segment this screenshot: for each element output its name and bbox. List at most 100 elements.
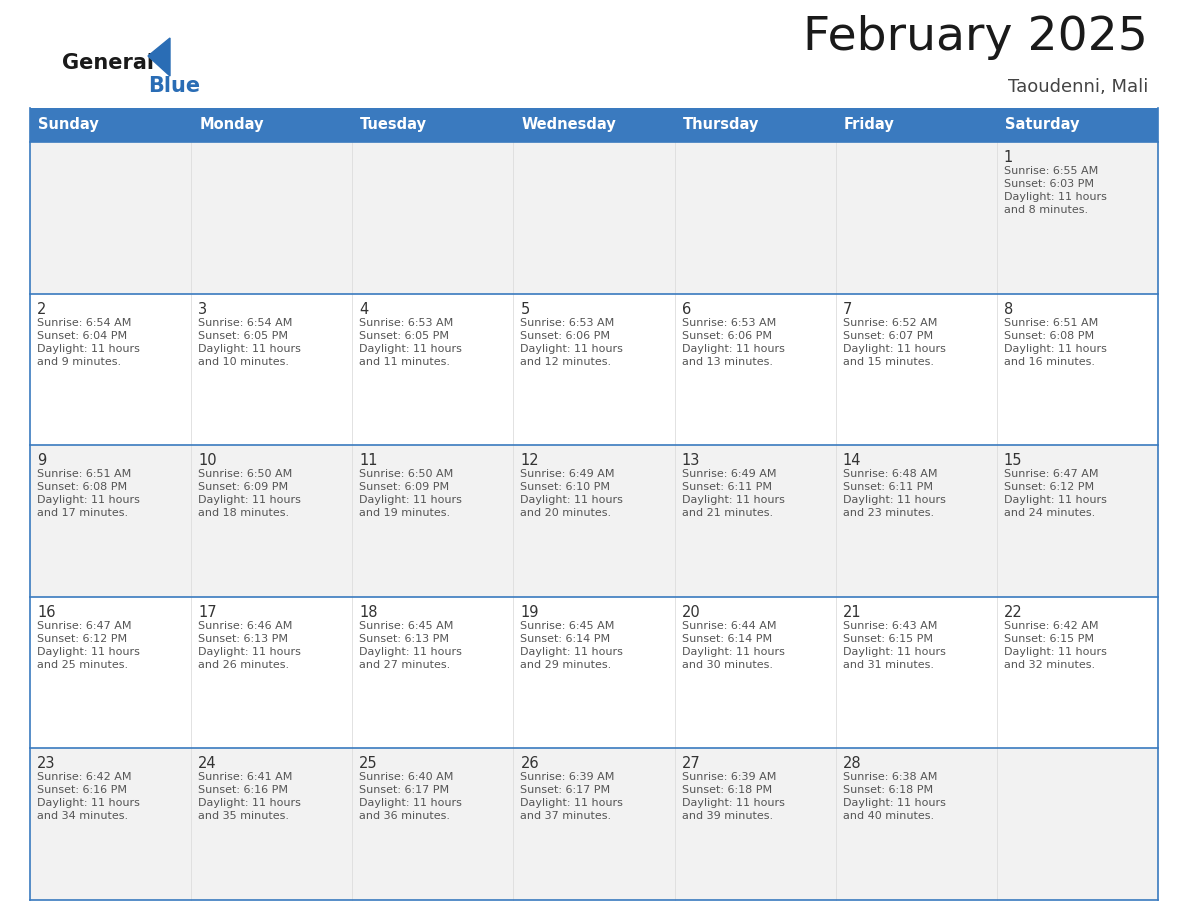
Text: Daylight: 11 hours: Daylight: 11 hours <box>842 495 946 505</box>
Text: Sunset: 6:17 PM: Sunset: 6:17 PM <box>520 786 611 795</box>
Text: 21: 21 <box>842 605 861 620</box>
Text: Sunrise: 6:54 AM: Sunrise: 6:54 AM <box>198 318 292 328</box>
Text: Blue: Blue <box>148 76 200 96</box>
Text: and 10 minutes.: and 10 minutes. <box>198 356 289 366</box>
Text: Sunrise: 6:51 AM: Sunrise: 6:51 AM <box>1004 318 1098 328</box>
Text: Sunset: 6:16 PM: Sunset: 6:16 PM <box>198 786 289 795</box>
Text: and 23 minutes.: and 23 minutes. <box>842 509 934 518</box>
Text: Daylight: 11 hours: Daylight: 11 hours <box>1004 192 1107 202</box>
Text: Daylight: 11 hours: Daylight: 11 hours <box>520 647 624 656</box>
Text: 19: 19 <box>520 605 539 620</box>
Text: Sunrise: 6:51 AM: Sunrise: 6:51 AM <box>37 469 131 479</box>
Text: Sunset: 6:09 PM: Sunset: 6:09 PM <box>359 482 449 492</box>
Text: Daylight: 11 hours: Daylight: 11 hours <box>37 647 140 656</box>
Text: Sunrise: 6:47 AM: Sunrise: 6:47 AM <box>1004 469 1099 479</box>
Text: Daylight: 11 hours: Daylight: 11 hours <box>520 495 624 505</box>
Text: Daylight: 11 hours: Daylight: 11 hours <box>198 647 301 656</box>
Text: Sunrise: 6:54 AM: Sunrise: 6:54 AM <box>37 318 132 328</box>
Text: Sunrise: 6:40 AM: Sunrise: 6:40 AM <box>359 772 454 782</box>
Text: Daylight: 11 hours: Daylight: 11 hours <box>842 799 946 809</box>
Text: Sunrise: 6:53 AM: Sunrise: 6:53 AM <box>682 318 776 328</box>
Text: 23: 23 <box>37 756 56 771</box>
Text: Daylight: 11 hours: Daylight: 11 hours <box>37 343 140 353</box>
Text: 28: 28 <box>842 756 861 771</box>
Text: Sunrise: 6:50 AM: Sunrise: 6:50 AM <box>198 469 292 479</box>
Text: Sunrise: 6:39 AM: Sunrise: 6:39 AM <box>682 772 776 782</box>
Text: Daylight: 11 hours: Daylight: 11 hours <box>198 495 301 505</box>
Text: and 29 minutes.: and 29 minutes. <box>520 660 612 670</box>
Text: Daylight: 11 hours: Daylight: 11 hours <box>1004 647 1107 656</box>
Text: 6: 6 <box>682 302 690 317</box>
Text: and 21 minutes.: and 21 minutes. <box>682 509 772 518</box>
Text: Sunset: 6:05 PM: Sunset: 6:05 PM <box>359 330 449 341</box>
Text: and 19 minutes.: and 19 minutes. <box>359 509 450 518</box>
Text: Daylight: 11 hours: Daylight: 11 hours <box>682 343 784 353</box>
Text: Sunset: 6:18 PM: Sunset: 6:18 PM <box>842 786 933 795</box>
Text: 11: 11 <box>359 453 378 468</box>
Text: Sunset: 6:15 PM: Sunset: 6:15 PM <box>842 633 933 644</box>
Text: Sunset: 6:13 PM: Sunset: 6:13 PM <box>198 633 289 644</box>
Text: Sunset: 6:07 PM: Sunset: 6:07 PM <box>842 330 933 341</box>
Text: Sunset: 6:14 PM: Sunset: 6:14 PM <box>682 633 772 644</box>
Text: 16: 16 <box>37 605 56 620</box>
Text: Daylight: 11 hours: Daylight: 11 hours <box>37 799 140 809</box>
Text: Sunset: 6:06 PM: Sunset: 6:06 PM <box>682 330 771 341</box>
Text: Sunset: 6:14 PM: Sunset: 6:14 PM <box>520 633 611 644</box>
Text: Daylight: 11 hours: Daylight: 11 hours <box>520 799 624 809</box>
Text: 26: 26 <box>520 756 539 771</box>
Text: 17: 17 <box>198 605 216 620</box>
Text: Sunset: 6:13 PM: Sunset: 6:13 PM <box>359 633 449 644</box>
Text: and 13 minutes.: and 13 minutes. <box>682 356 772 366</box>
Text: Daylight: 11 hours: Daylight: 11 hours <box>842 647 946 656</box>
Text: 3: 3 <box>198 302 207 317</box>
Polygon shape <box>148 38 170 76</box>
Text: and 31 minutes.: and 31 minutes. <box>842 660 934 670</box>
Text: Daylight: 11 hours: Daylight: 11 hours <box>359 495 462 505</box>
Text: and 39 minutes.: and 39 minutes. <box>682 812 772 822</box>
Text: and 25 minutes.: and 25 minutes. <box>37 660 128 670</box>
Text: Daylight: 11 hours: Daylight: 11 hours <box>682 647 784 656</box>
Text: Sunrise: 6:50 AM: Sunrise: 6:50 AM <box>359 469 454 479</box>
Text: and 11 minutes.: and 11 minutes. <box>359 356 450 366</box>
Text: Sunset: 6:15 PM: Sunset: 6:15 PM <box>1004 633 1094 644</box>
Bar <box>30 445 1158 597</box>
Text: 24: 24 <box>198 756 216 771</box>
Text: Daylight: 11 hours: Daylight: 11 hours <box>520 343 624 353</box>
Text: Tuesday: Tuesday <box>360 118 428 132</box>
Text: and 18 minutes.: and 18 minutes. <box>198 509 289 518</box>
Text: 27: 27 <box>682 756 700 771</box>
Text: Sunrise: 6:42 AM: Sunrise: 6:42 AM <box>1004 621 1099 631</box>
Bar <box>30 294 1158 445</box>
Text: Sunrise: 6:55 AM: Sunrise: 6:55 AM <box>1004 166 1098 176</box>
Text: and 8 minutes.: and 8 minutes. <box>1004 205 1088 215</box>
Text: General: General <box>62 53 154 73</box>
Text: Sunday: Sunday <box>38 118 99 132</box>
Text: and 35 minutes.: and 35 minutes. <box>198 812 289 822</box>
Text: Daylight: 11 hours: Daylight: 11 hours <box>37 495 140 505</box>
Text: and 37 minutes.: and 37 minutes. <box>520 812 612 822</box>
Text: Sunrise: 6:47 AM: Sunrise: 6:47 AM <box>37 621 132 631</box>
Text: 1: 1 <box>1004 150 1013 165</box>
Text: Sunset: 6:08 PM: Sunset: 6:08 PM <box>1004 330 1094 341</box>
Text: Taoudenni, Mali: Taoudenni, Mali <box>1007 78 1148 96</box>
Text: Sunset: 6:09 PM: Sunset: 6:09 PM <box>198 482 289 492</box>
Text: 25: 25 <box>359 756 378 771</box>
Text: and 30 minutes.: and 30 minutes. <box>682 660 772 670</box>
Text: 13: 13 <box>682 453 700 468</box>
Text: and 17 minutes.: and 17 minutes. <box>37 509 128 518</box>
Text: Daylight: 11 hours: Daylight: 11 hours <box>359 799 462 809</box>
Text: 9: 9 <box>37 453 46 468</box>
Text: Sunrise: 6:41 AM: Sunrise: 6:41 AM <box>198 772 292 782</box>
Text: Saturday: Saturday <box>1005 118 1080 132</box>
Text: 20: 20 <box>682 605 700 620</box>
Text: Sunrise: 6:42 AM: Sunrise: 6:42 AM <box>37 772 132 782</box>
Text: Daylight: 11 hours: Daylight: 11 hours <box>198 799 301 809</box>
Text: Sunset: 6:12 PM: Sunset: 6:12 PM <box>1004 482 1094 492</box>
Text: and 24 minutes.: and 24 minutes. <box>1004 509 1095 518</box>
Text: Sunset: 6:17 PM: Sunset: 6:17 PM <box>359 786 449 795</box>
Text: Wednesday: Wednesday <box>522 118 617 132</box>
Text: 18: 18 <box>359 605 378 620</box>
Text: February 2025: February 2025 <box>803 15 1148 60</box>
Text: Sunrise: 6:52 AM: Sunrise: 6:52 AM <box>842 318 937 328</box>
Text: Sunset: 6:12 PM: Sunset: 6:12 PM <box>37 633 127 644</box>
